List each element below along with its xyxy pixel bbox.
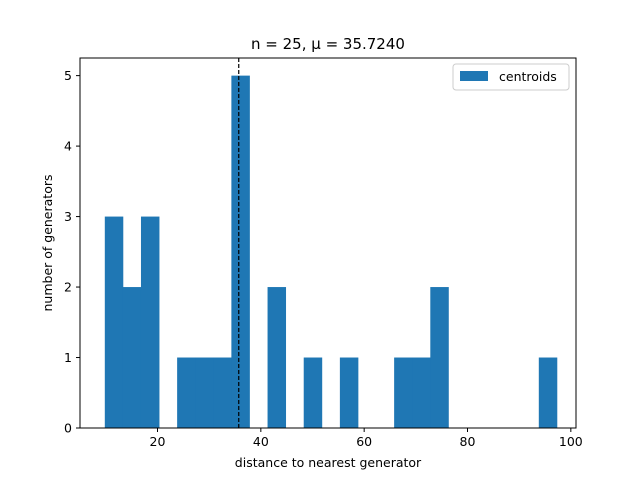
y-tick-label: 4: [64, 139, 72, 154]
legend-label: centroids: [499, 69, 557, 84]
plot-area: [80, 58, 576, 428]
y-axis-label: number of generators: [40, 174, 55, 311]
legend-box: [452, 63, 570, 91]
histogram-bar: [430, 287, 449, 428]
plot-frame: [79, 57, 577, 429]
histogram-bar: [140, 216, 160, 428]
y-axis-ticks: 0 1 2 3 4 5: [64, 68, 80, 436]
chart-title: n = 25, μ = 35.7240: [251, 35, 405, 53]
x-tick-label: 40: [253, 434, 269, 449]
bars-group: [104, 75, 558, 429]
histogram-bar: [195, 357, 214, 428]
histogram-bar: [394, 357, 413, 428]
histogram-bar: [213, 357, 232, 428]
legend-swatch: [460, 71, 488, 81]
histogram-bar: [122, 287, 142, 428]
x-tick-label: 20: [150, 434, 166, 449]
y-tick-label: 1: [64, 350, 72, 365]
y-tick-label: 5: [64, 68, 72, 83]
histogram-bar: [412, 357, 431, 428]
histogram-bar: [177, 357, 196, 428]
x-tick-label: 60: [356, 434, 372, 449]
x-axis-ticks: 20 40 60 80 100: [150, 428, 583, 449]
histogram-bar: [339, 357, 359, 428]
histogram-bar: [538, 357, 558, 428]
histogram-bar: [267, 287, 287, 428]
y-tick-label: 2: [64, 280, 72, 295]
histogram-bar: [104, 216, 124, 428]
x-axis-label: distance to nearest generator: [235, 455, 422, 470]
legend: centroids: [452, 63, 570, 91]
y-tick-label: 3: [64, 209, 72, 224]
y-tick-label: 0: [64, 421, 72, 436]
histogram-bar: [231, 75, 250, 429]
x-tick-label: 100: [559, 434, 583, 449]
x-tick-label: 80: [460, 434, 476, 449]
histogram-bar: [303, 357, 323, 428]
